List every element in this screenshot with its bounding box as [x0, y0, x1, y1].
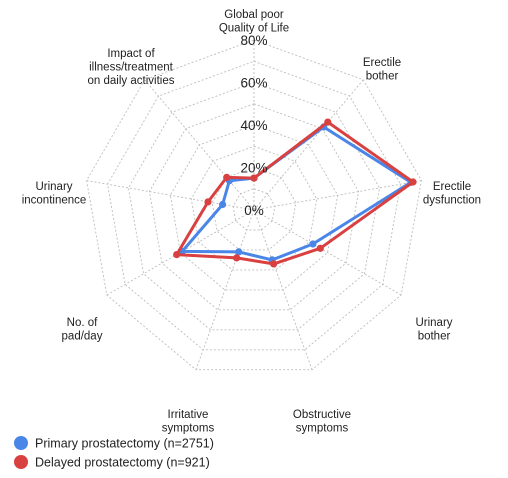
grid-layer: [86, 39, 422, 371]
legend-marker: [14, 436, 28, 450]
axis-label: Urinary incontinence: [22, 181, 87, 207]
data-point: [309, 240, 317, 248]
axis-label: Urinary bother: [415, 317, 452, 343]
data-point: [270, 260, 278, 268]
legend: Primary prostatectomy (n=2751) Delayed pr…: [14, 436, 214, 470]
series-line: [175, 120, 415, 266]
axis-label: Impact of illness/treatment on daily activ…: [88, 48, 175, 87]
axis-label-layer: Global poor Quality of Life Erectile bother…: [22, 9, 481, 435]
spoke-line: [253, 180, 422, 211]
data-point: [223, 173, 231, 181]
spoke-line: [253, 209, 313, 370]
axis-label: Erectile bother: [363, 57, 401, 83]
series-layer: [173, 118, 417, 268]
data-point: [233, 254, 241, 262]
tick-label: 20%: [240, 161, 267, 176]
spoke-line: [253, 209, 402, 296]
axis-label: Irritative symptoms: [162, 409, 215, 435]
tick-label: 40%: [240, 118, 267, 133]
series-line: [180, 125, 413, 262]
legend-marker: [14, 455, 28, 469]
data-point: [235, 248, 243, 256]
grid-ring: [127, 82, 381, 331]
data-point: [316, 244, 324, 252]
data-point: [173, 251, 181, 259]
spoke-line: [253, 79, 364, 211]
legend-label: Primary prostatectomy (n=2751): [35, 437, 214, 451]
grid-ring: [190, 145, 318, 271]
tick-label: 80%: [240, 33, 267, 48]
grid-ring: [148, 103, 360, 311]
grid-ring: [107, 60, 401, 351]
spoke-line: [144, 79, 255, 211]
axis-label: Obstructive symptoms: [293, 409, 351, 435]
legend-label: Delayed prostatectomy (n=921): [35, 456, 210, 470]
spoke-line: [195, 209, 255, 370]
data-point: [250, 174, 258, 182]
grid-ring: [169, 124, 339, 291]
axis-label: No. of pad/day: [62, 317, 103, 343]
data-point: [204, 198, 212, 206]
data-point: [219, 200, 227, 209]
tick-label: 60%: [240, 76, 267, 91]
tick-label: 0%: [244, 203, 264, 218]
grid-ring: [232, 188, 276, 231]
axis-label: Erectile dysfunction: [423, 181, 481, 207]
data-point: [409, 178, 417, 186]
tick-layer: 0% 20% 40% 60% 80%: [240, 33, 267, 218]
axis-label: Global poor Quality of Life: [219, 9, 289, 35]
data-point: [324, 118, 332, 126]
